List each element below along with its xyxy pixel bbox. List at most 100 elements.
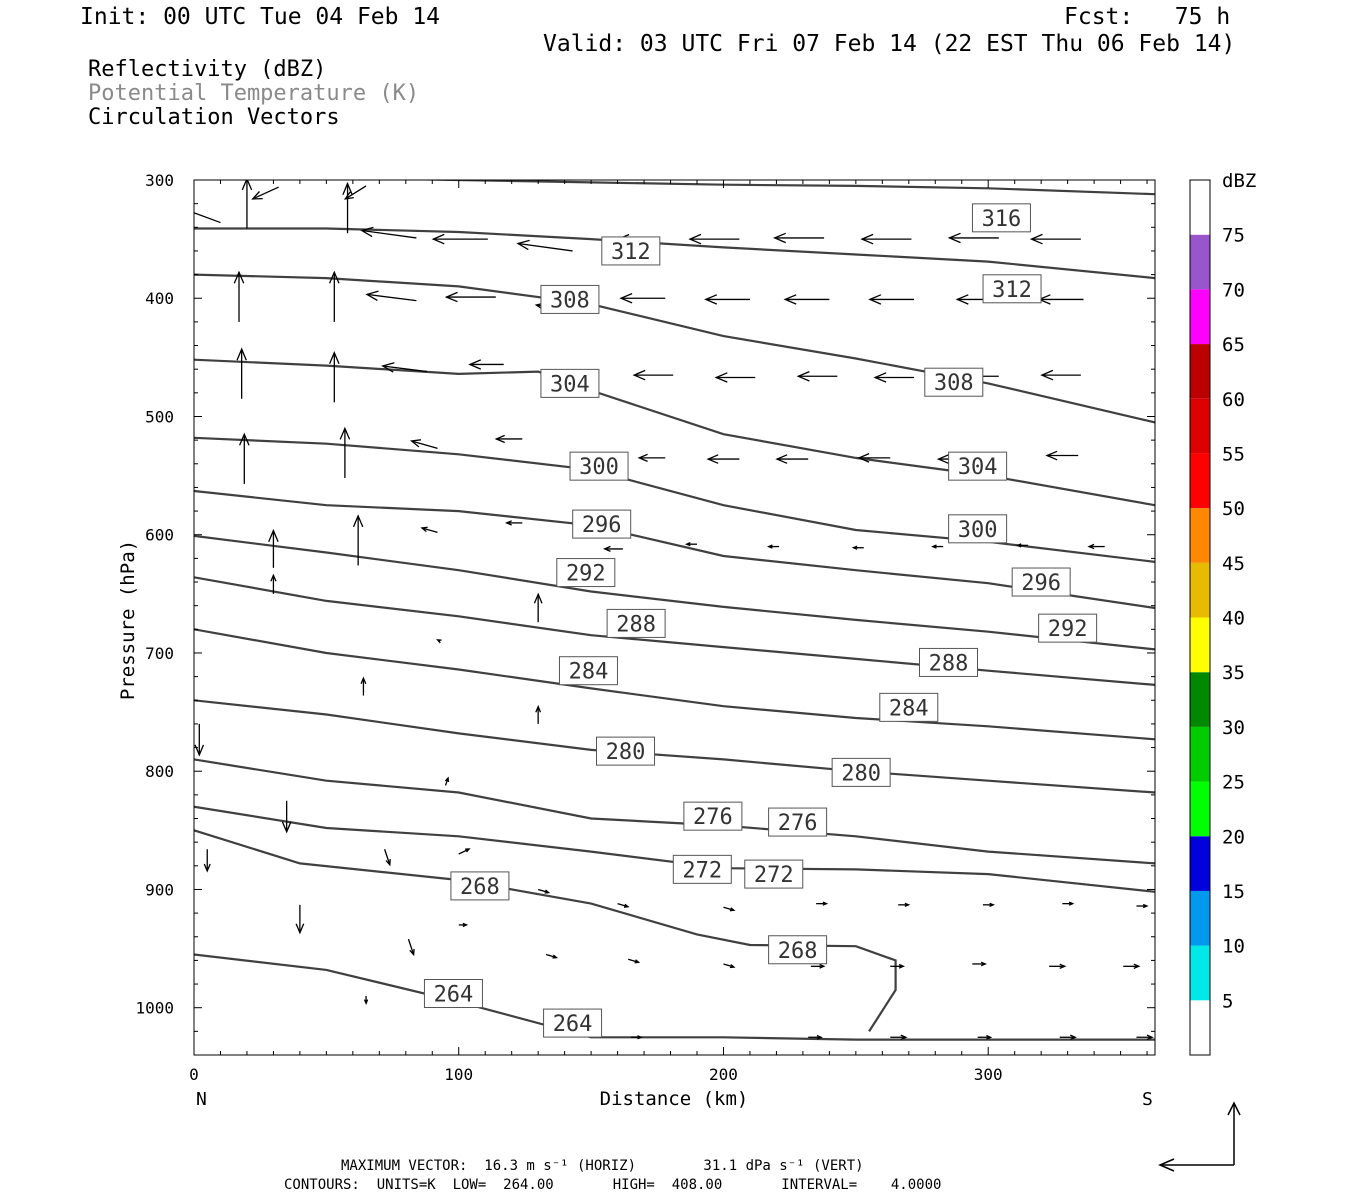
circulation-vector: [410, 439, 438, 450]
colorbar-swatch: [1190, 180, 1210, 235]
circulation-vector: [458, 848, 471, 855]
contour-info-note: CONTOURS: UNITS=K LOW= 264.00 HIGH= 408.…: [284, 1177, 942, 1193]
svg-text:276: 276: [778, 811, 818, 836]
contour-label: 288: [606, 608, 666, 638]
circulation-vector: [898, 902, 911, 907]
circulation-vector: [632, 369, 674, 381]
forecast-hour: Fcst: 75 h: [1064, 4, 1231, 30]
circulation-vector: [431, 233, 488, 245]
colorbar-level-label: 40: [1222, 608, 1245, 630]
circulation-vector: [630, 1035, 643, 1040]
svg-text:272: 272: [682, 858, 722, 883]
svg-text:280: 280: [606, 740, 646, 765]
colorbar-level-label: 70: [1222, 279, 1245, 301]
colorbar-level-label: 20: [1222, 826, 1245, 848]
circulation-vector: [890, 963, 905, 969]
x-tick-label: 100: [444, 1065, 473, 1084]
circulation-vector: [1029, 233, 1081, 245]
svg-text:296: 296: [1021, 571, 1061, 596]
svg-text:284: 284: [889, 696, 929, 721]
legend-reflectivity: Reflectivity (dBZ): [88, 57, 327, 82]
circulation-vector: [535, 704, 542, 724]
circulation-vector: [268, 528, 279, 568]
circulation-vector: [295, 904, 305, 935]
contour-label: 308: [540, 284, 600, 314]
y-tick-label: 500: [145, 407, 174, 426]
circulation-vector: [714, 372, 756, 383]
circulation-vector: [1123, 963, 1141, 969]
colorbar-level-label: 30: [1222, 717, 1245, 739]
colorbar-swatch: [1190, 672, 1210, 727]
contour-label: 296: [572, 509, 632, 539]
contour-label: 268: [450, 871, 510, 901]
circulation-vector: [857, 453, 891, 463]
circulation-vector: [1040, 369, 1081, 381]
circulation-vector: [1136, 1034, 1154, 1041]
svg-text:316: 316: [982, 207, 1022, 232]
svg-text:300: 300: [958, 518, 998, 543]
x-end-label-left: N: [196, 1089, 207, 1110]
circulation-vector: [617, 903, 630, 908]
plot-frame: [193, 179, 1156, 1056]
svg-text:264: 264: [434, 983, 474, 1008]
y-tick-label: 300: [145, 171, 174, 190]
circulation-vector: [1015, 543, 1028, 548]
contour-label: 284: [558, 656, 618, 686]
circulation-vector: [810, 963, 826, 969]
colorbar-swatch: [1190, 781, 1210, 837]
circulation-vector: [342, 181, 353, 234]
colorbar-swatch: [1190, 289, 1210, 345]
circulation-vector: [329, 270, 340, 322]
circulation-vector: [1045, 450, 1079, 461]
contour-label: 312: [982, 274, 1042, 304]
circulation-vector: [458, 922, 469, 928]
contour-label: 308: [924, 367, 984, 397]
x-tick-label: 300: [974, 1065, 1003, 1084]
colorbar-level-label: 45: [1222, 553, 1245, 575]
circulation-vector: [723, 906, 736, 912]
isentrope-264: [194, 953, 1155, 1041]
svg-text:296: 296: [582, 513, 622, 538]
circulation-vector: [533, 592, 543, 623]
isentrope-304: [194, 358, 1155, 507]
vector-scale-key: [1158, 1101, 1241, 1172]
circulation-vector: [627, 958, 641, 964]
colorbar-level-label: 65: [1222, 334, 1245, 356]
svg-text:304: 304: [550, 372, 590, 397]
y-tick-label: 1000: [135, 999, 174, 1018]
svg-text:284: 284: [569, 660, 609, 685]
circulation-vector: [383, 849, 391, 867]
isentrope-296: [194, 489, 1155, 610]
circulation-vector: [1037, 294, 1084, 305]
colorbar-swatch: [1190, 344, 1210, 399]
contour-label: 312: [601, 236, 661, 266]
circulation-vector: [603, 545, 623, 552]
circulation-vector: [931, 544, 944, 549]
circulation-vector: [619, 292, 666, 304]
contour-label: 276: [683, 801, 743, 831]
circulation-vector: [360, 226, 417, 239]
colorbar-level-label: 60: [1222, 389, 1245, 411]
contour-label: 264: [543, 1008, 603, 1038]
circulation-vector: [420, 526, 438, 533]
circulation-vector: [381, 362, 428, 373]
colorbar-level-label: 10: [1222, 936, 1245, 958]
circulation-vector: [494, 434, 523, 444]
isentrope-284: [194, 628, 1155, 741]
circulation-vector: [241, 180, 253, 229]
y-tick-label: 700: [145, 644, 174, 663]
circulation-vector: [251, 186, 279, 200]
y-tick-label: 800: [145, 762, 174, 781]
circulation-vector: [1136, 903, 1149, 909]
circulation-vector: [775, 454, 809, 464]
colorbar-level-label: 50: [1222, 498, 1245, 520]
isentrope-292: [194, 534, 1155, 651]
x-axis-label: Distance (km): [600, 1088, 749, 1110]
colorbar-level-label: 25: [1222, 772, 1245, 794]
circulation-vector: [537, 888, 551, 894]
circulation-vector: [684, 542, 698, 547]
circulation-vector: [977, 1034, 993, 1040]
colorbar-swatch: [1190, 945, 1210, 1001]
circulation-vector: [1087, 543, 1105, 550]
